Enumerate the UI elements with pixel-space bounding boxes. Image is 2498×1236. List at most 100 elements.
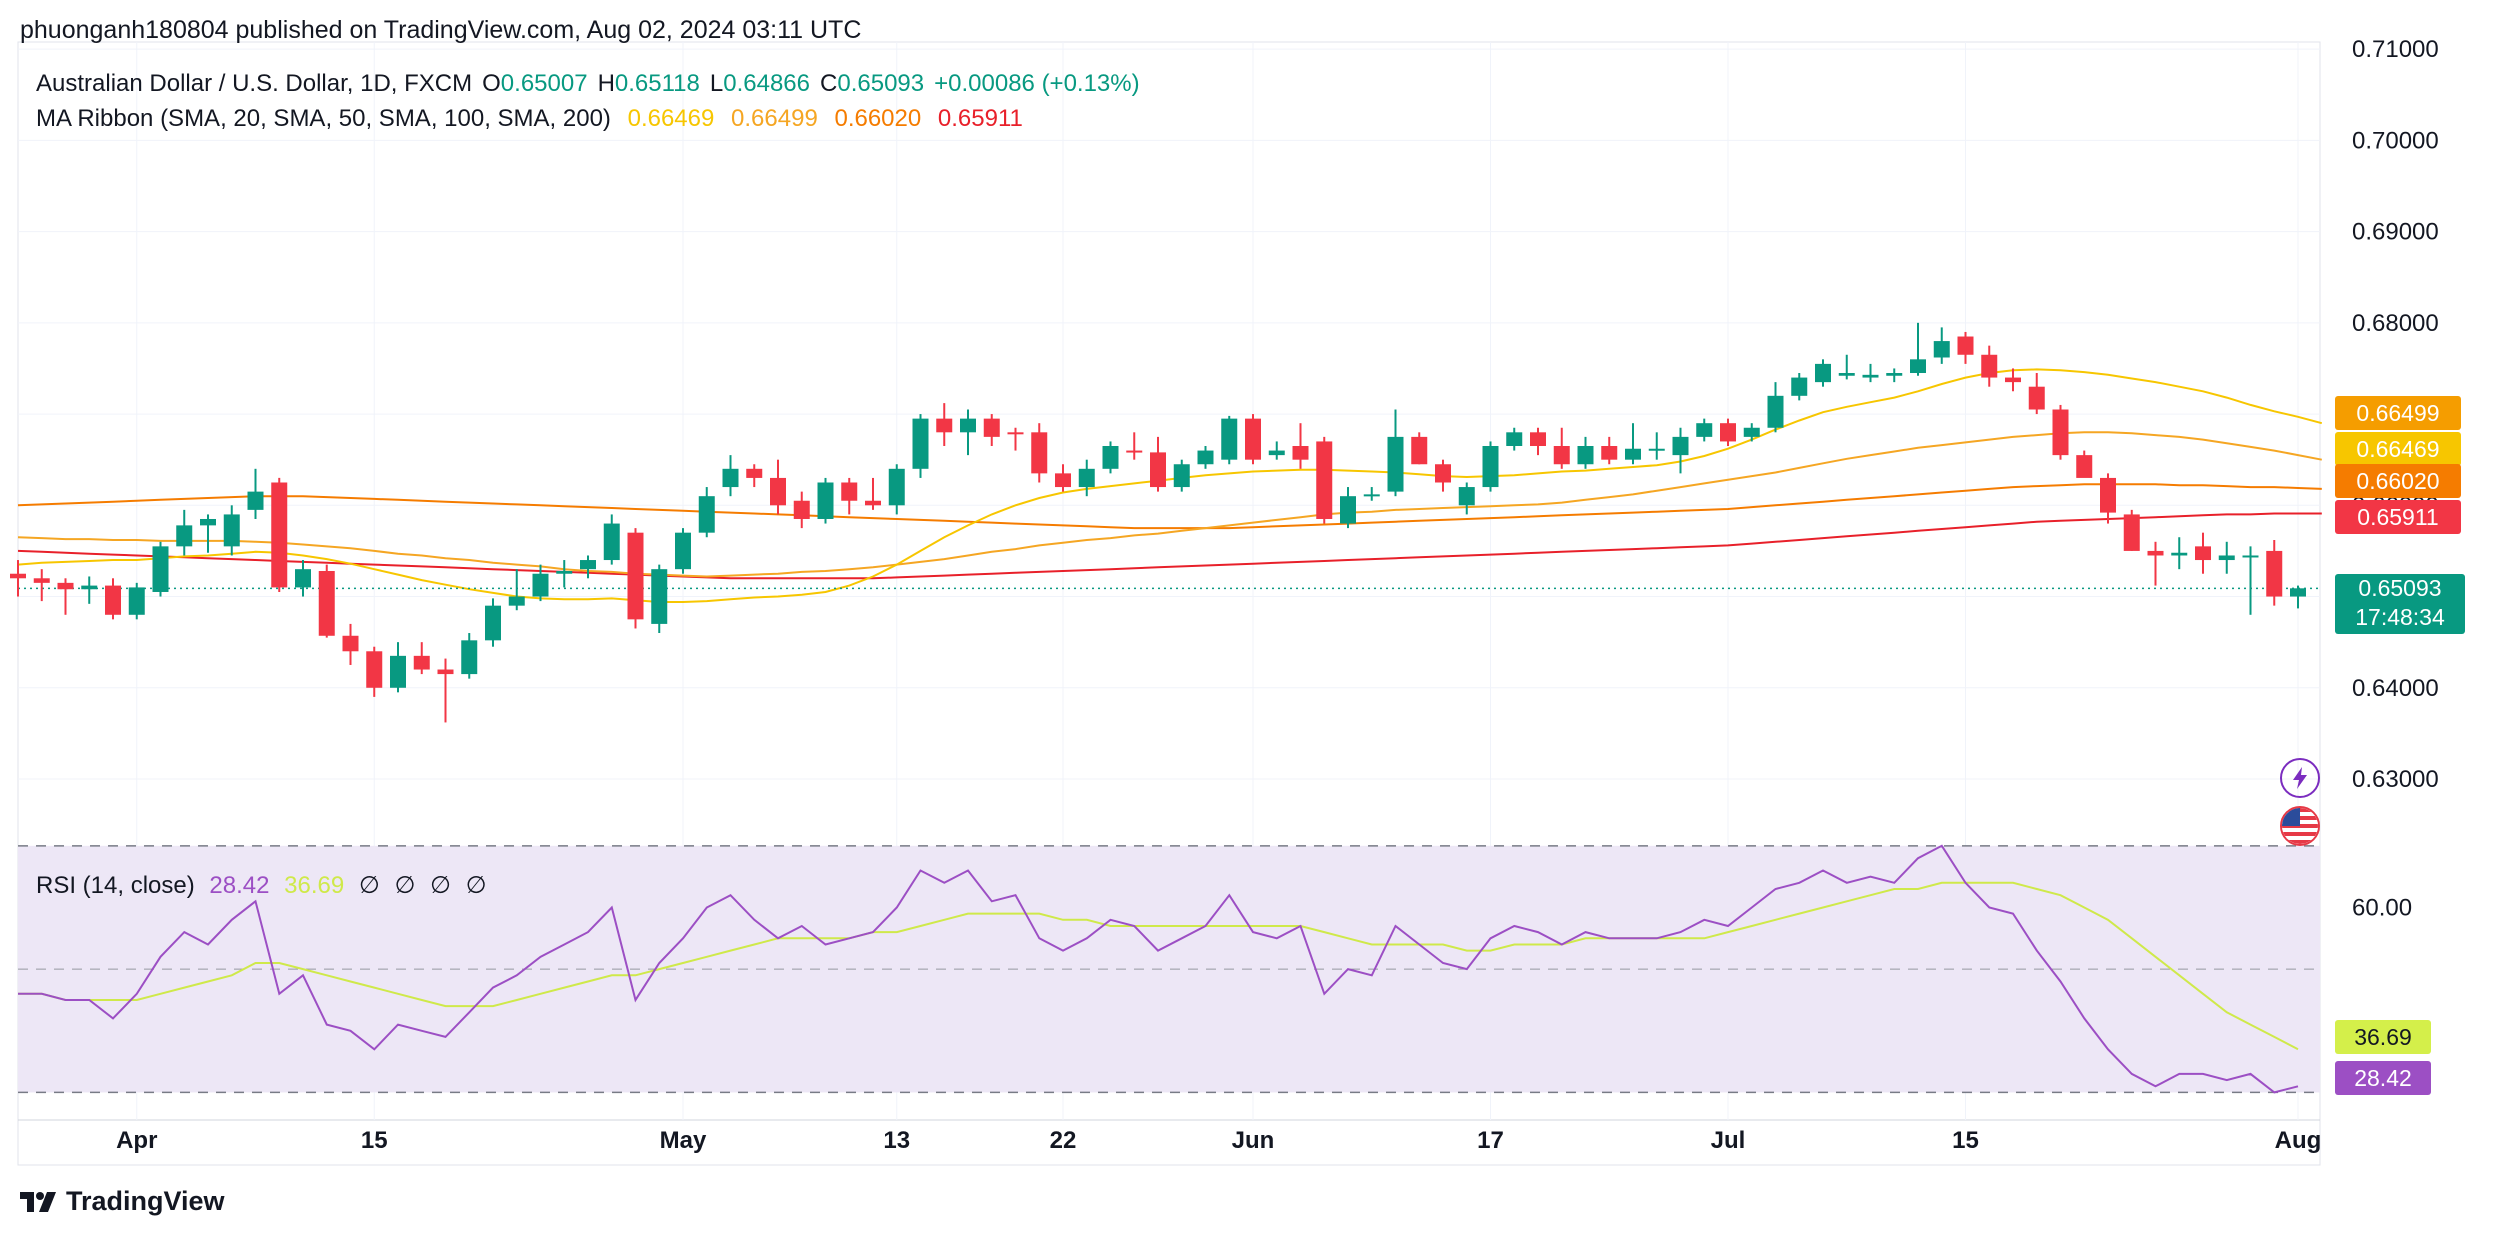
candle [1981,345,1998,387]
candle [532,564,549,602]
candle [461,633,478,679]
candle [176,509,193,556]
candle-body [390,655,406,688]
candle [675,528,691,574]
candle [603,514,620,565]
candle [2100,473,2116,524]
candle [342,623,359,665]
candle [1625,423,1641,465]
time-tick-label: Jun [1232,1127,1275,1154]
price-tick-label: 0.63000 [2352,766,2439,793]
candle-body [1767,395,1784,428]
candle-body [2123,514,2140,551]
candle-body [841,482,858,501]
candle [1672,427,1689,474]
price-tick-label: 0.68000 [2352,310,2439,337]
ma-ribbon-title: MA Ribbon (SMA, 20, SMA, 50, SMA, 100, S… [36,105,611,132]
change-value: +0.00086 (+0.13%) [934,70,1140,97]
candle [485,598,501,647]
candle [2028,373,2045,415]
ma20-value: 0.66469 [627,105,715,132]
candle [1411,432,1428,465]
candle-body [888,468,905,506]
close-label: C [820,70,838,97]
rsi-ma-axis-label: 36.69 [2335,1020,2431,1054]
candle-body [1197,450,1214,465]
candle [1268,441,1285,460]
candle-body [1102,446,1119,469]
candle-body [105,585,121,615]
candle-body [1340,496,1356,524]
last-price-value: 0.65093 [2358,575,2442,601]
high-label: H [597,70,615,97]
brand-logo[interactable]: TradingView [20,1186,225,1217]
candle-body [295,569,311,588]
candle-body [1126,450,1143,453]
candle-body [2218,555,2235,561]
candle-body [1363,494,1380,497]
candle-body [1577,446,1594,465]
open-label: O [482,70,501,97]
open-value: 0.65007 [500,70,588,97]
candle-body [698,496,715,533]
candle-body [152,546,169,592]
rsi-title: RSI (14, close) [36,872,195,899]
candle [1055,464,1071,492]
candle [2076,450,2093,478]
candle-body [675,532,691,570]
candle [1696,418,1713,442]
rsi-line [18,844,2299,1094]
candle-body [1458,487,1475,506]
candle [2147,541,2164,586]
candle-body [2100,477,2116,513]
candle-body [1007,432,1024,435]
price-tick-label: 0.70000 [2352,127,2439,154]
candle-body [1743,427,1760,437]
candle [722,455,739,497]
lightning-icon[interactable] [2280,758,2320,798]
candle-body [461,640,478,675]
ma50-line [17,431,2322,578]
candle [1957,331,1974,364]
candle [2052,404,2069,460]
candle-body [271,482,288,588]
candle [1340,487,1356,529]
candle [1126,432,1143,460]
us-flag-icon[interactable] [2280,806,2320,846]
candle [318,564,335,638]
candle-body [1435,464,1451,483]
symbol-legend: Australian Dollar / U.S. Dollar, 1D, FXC… [36,70,1150,98]
candle [2218,541,2235,574]
candle-body [1553,446,1570,465]
rsi-axis-label: 28.42 [2335,1061,2431,1095]
candle-body [2076,455,2093,478]
candle-body [2147,550,2164,556]
time-tick-label: 22 [1050,1127,1077,1154]
candle-body [1316,441,1333,519]
candle-body [1957,336,1974,355]
candle-body [81,585,98,590]
candle-body [1815,363,1831,383]
candle-body [1530,432,1546,446]
candle [817,477,834,524]
candle [81,576,98,604]
ma50-price-label: 0.66499 [2335,396,2461,430]
candle-body [1601,446,1618,460]
candle-body [1221,418,1238,460]
candle-body [651,569,668,624]
us-flag-glyph [2282,808,2318,844]
candle [1767,382,1784,433]
close-value: 0.65093 [837,70,925,97]
tradingview-logo-icon [20,1191,56,1212]
candle-body [1981,354,1998,378]
time-tick-label: May [660,1127,707,1154]
candle-body [318,570,335,636]
candle-body [128,587,145,615]
candle [2171,537,2188,570]
candle [1173,459,1190,492]
candle [770,459,786,515]
candle [271,477,288,592]
price-tick-label: 0.71000 [2352,36,2439,63]
candle [1435,459,1451,492]
